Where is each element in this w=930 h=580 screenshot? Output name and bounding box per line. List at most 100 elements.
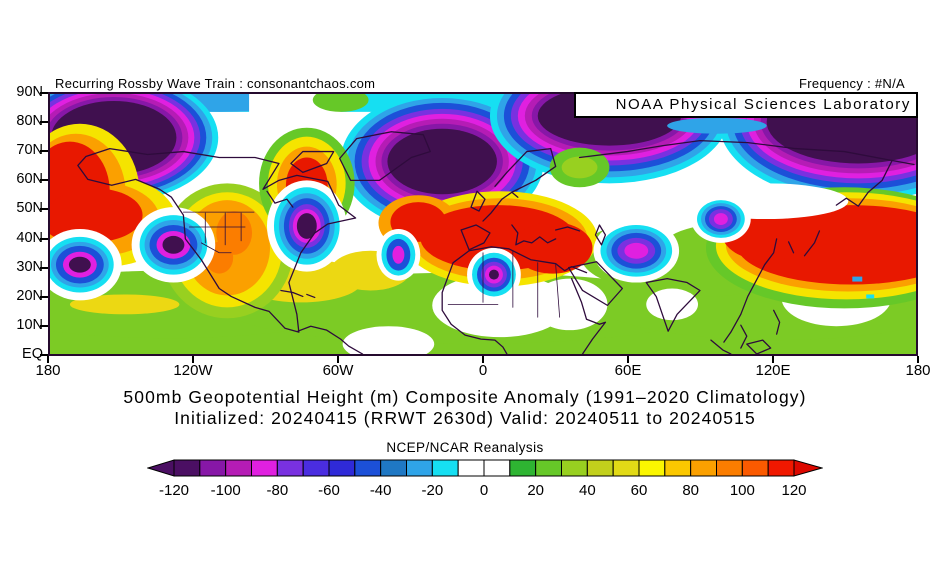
x-axis-tick bbox=[917, 356, 919, 363]
colorbar-tick-label: 20 bbox=[527, 482, 544, 499]
africa-country-borders bbox=[447, 250, 561, 318]
coast-south-america bbox=[297, 325, 364, 354]
colorbar-segment bbox=[225, 459, 252, 477]
colorbar-tick-label: -60 bbox=[318, 482, 340, 499]
coast-japan bbox=[803, 230, 821, 257]
colorbar-segment bbox=[431, 459, 459, 477]
coast-kamchatka bbox=[835, 159, 893, 207]
colorbar-segment bbox=[380, 459, 408, 477]
cutoff-lows bbox=[50, 180, 875, 302]
colorbar-segment bbox=[638, 459, 666, 477]
coast-borneo bbox=[746, 339, 772, 354]
y-axis-tick bbox=[40, 324, 48, 327]
colorbar-segment bbox=[741, 459, 769, 477]
y-axis-tick bbox=[40, 179, 48, 182]
coast-greenland bbox=[339, 131, 431, 181]
colorbar-segment bbox=[199, 459, 227, 477]
y-axis-label: 60N bbox=[16, 171, 43, 188]
x-axis-tick bbox=[482, 356, 484, 363]
coast-philippines bbox=[773, 309, 781, 335]
y-axis-tick bbox=[40, 354, 48, 356]
x-axis-label: 120W bbox=[173, 362, 213, 379]
colorbar-segment bbox=[716, 459, 743, 477]
x-axis-label: 120E bbox=[755, 362, 791, 379]
y-axis-tick bbox=[40, 237, 48, 240]
x-axis-ticks bbox=[47, 356, 919, 363]
colorbar-segment bbox=[586, 459, 614, 477]
colorbar-tick-label: 60 bbox=[631, 482, 648, 499]
coast-caspian bbox=[594, 224, 607, 246]
x-axis-tick bbox=[337, 356, 339, 363]
colorbar-segment bbox=[664, 459, 692, 477]
colorbar-segment bbox=[561, 459, 588, 477]
coast-korea bbox=[787, 241, 795, 254]
y-axis-labels: 90N 80N 70N 60N 50N 40N 30N 20N 10N EQ bbox=[0, 84, 43, 362]
colorbar-left-arrow bbox=[146, 459, 175, 477]
x-axis-tick bbox=[47, 356, 49, 363]
colorbar-tick-label: -40 bbox=[370, 482, 392, 499]
x-axis-labels: 180 120W 60W 0 60E 120E 180 bbox=[35, 362, 930, 380]
colorbar-segment bbox=[612, 459, 640, 477]
coast-west-africa bbox=[441, 250, 508, 354]
x-axis-label: 0 bbox=[478, 362, 488, 379]
colorbar-segment bbox=[690, 459, 718, 477]
y-axis-label: 40N bbox=[16, 229, 43, 246]
coast-black-sea bbox=[555, 226, 581, 232]
x-axis-label: 60W bbox=[322, 362, 354, 379]
coastlines bbox=[77, 131, 915, 354]
header-frequency-text: Frequency : #N/A bbox=[799, 76, 905, 91]
y-axis-tick bbox=[40, 150, 48, 153]
coast-mediterranean bbox=[511, 224, 557, 246]
y-axis-tick bbox=[40, 266, 48, 269]
colorbar-tick-label: -20 bbox=[421, 482, 443, 499]
colorbar-segment bbox=[535, 459, 562, 477]
y-axis-tick bbox=[40, 121, 48, 124]
colorbar-tick-label: -80 bbox=[266, 482, 288, 499]
y-axis-label: 90N bbox=[16, 84, 43, 100]
colorbar-segment bbox=[251, 459, 278, 477]
credit-box: NOAA Physical Sciences Laboratory bbox=[574, 92, 918, 118]
colorbar-segment bbox=[483, 459, 511, 477]
coast-sumatra bbox=[710, 339, 732, 354]
colorbar-segment bbox=[173, 459, 201, 477]
colorbar-segment bbox=[509, 459, 537, 477]
y-axis-label: 30N bbox=[16, 258, 43, 275]
coast-baffin bbox=[290, 150, 335, 174]
x-axis-label: 60E bbox=[614, 362, 642, 379]
chart-subtitle: Initialized: 20240415 (RRWT 2630d) Valid… bbox=[174, 408, 756, 428]
colorbar-right-arrow bbox=[793, 459, 824, 477]
y-axis-tick bbox=[40, 208, 48, 211]
coast-britain bbox=[470, 190, 486, 212]
y-axis-ticks bbox=[40, 92, 48, 356]
y-axis-tick bbox=[40, 295, 48, 298]
coast-india bbox=[645, 277, 701, 332]
coast-hudson-bay bbox=[266, 190, 294, 208]
colorbar-segment bbox=[767, 459, 795, 477]
colorbar-svg: -120 -100 -80 -60 -40 -20 0 20 40 60 80 100 120 bbox=[146, 459, 824, 499]
y-axis-label: 10N bbox=[16, 316, 43, 333]
coast-west-europe bbox=[482, 191, 519, 222]
y-axis-label: 80N bbox=[16, 113, 43, 130]
coast-scandinavia bbox=[494, 147, 557, 193]
y-axis-label: 70N bbox=[16, 142, 43, 159]
colorbar-tick-label: 80 bbox=[682, 482, 699, 499]
y-axis-label: 20N bbox=[16, 287, 43, 304]
y-axis-label: EQ bbox=[22, 346, 43, 362]
y-axis-label: 50N bbox=[16, 200, 43, 217]
coast-caribbean bbox=[280, 289, 316, 299]
x-axis-label: 180 bbox=[905, 362, 930, 379]
us-state-borders bbox=[182, 211, 255, 254]
data-source-label: NCEP/NCAR Reanalysis bbox=[386, 440, 544, 455]
x-axis-tick bbox=[627, 356, 629, 363]
colorbar-segment bbox=[302, 459, 330, 477]
colorbar-segment bbox=[406, 459, 433, 477]
colorbar-segment bbox=[328, 459, 356, 477]
colorbar-segment bbox=[354, 459, 382, 477]
coast-russia-arctic bbox=[578, 139, 915, 166]
coast-arabia bbox=[567, 261, 624, 307]
x-axis-label: 180 bbox=[35, 362, 61, 379]
coast-east-africa bbox=[570, 277, 607, 354]
map-frame: NOAA Physical Sciences Laboratory bbox=[48, 92, 918, 356]
anomaly-map bbox=[50, 94, 916, 354]
colorbar-tick-label: 100 bbox=[730, 482, 755, 499]
